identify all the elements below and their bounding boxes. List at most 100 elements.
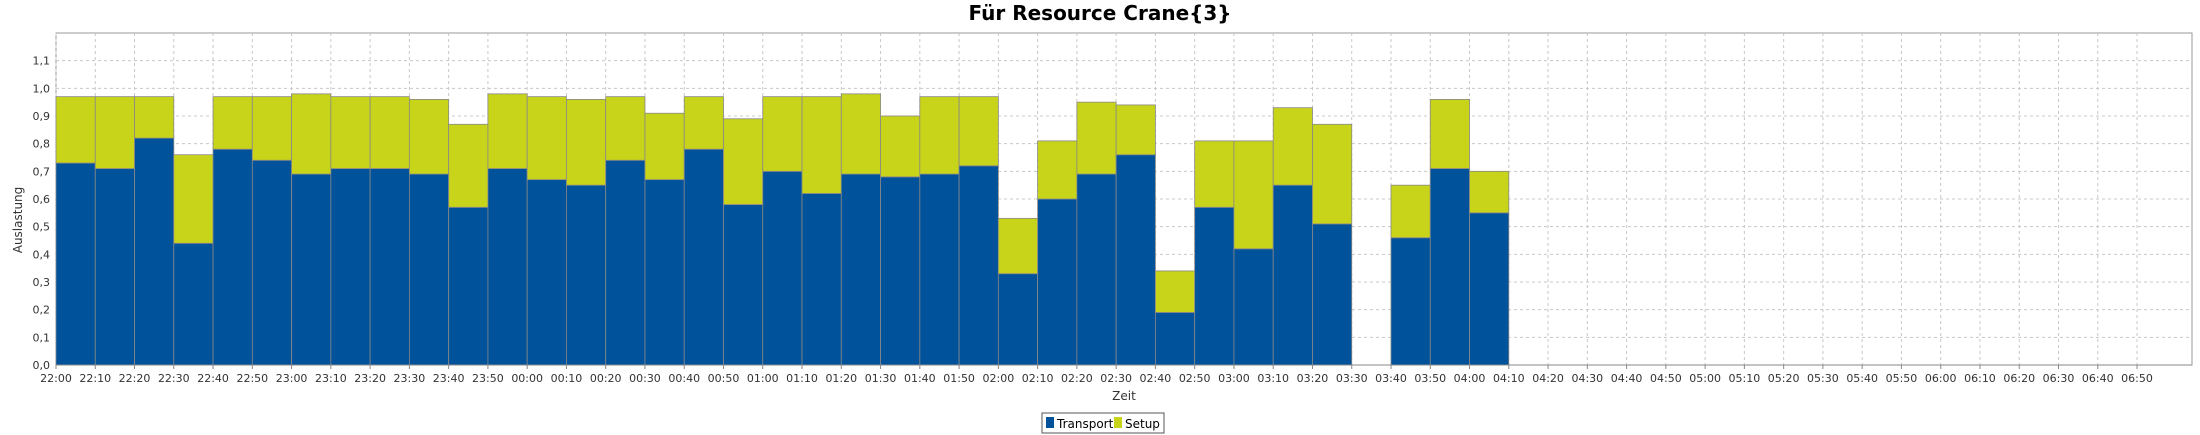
bar-setup — [762, 96, 803, 172]
y-tick-label: 0,4 — [33, 248, 51, 261]
x-axis-label: Zeit — [1112, 389, 1136, 403]
x-tick-label: 03:00 — [1218, 372, 1250, 385]
bar-setup — [840, 93, 881, 175]
bar-transport — [408, 173, 450, 366]
legend-swatch-setup — [1114, 417, 1122, 428]
x-tick-label: 00:50 — [708, 372, 740, 385]
y-tick-label: 0,2 — [33, 304, 51, 317]
bar-setup — [330, 96, 371, 169]
bar-transport — [605, 159, 646, 366]
bar-setup — [55, 96, 96, 164]
bar-setup — [801, 96, 842, 194]
bar-transport — [291, 173, 332, 366]
bar-setup — [173, 154, 214, 244]
bar-transport — [683, 148, 724, 366]
x-tick-label: 00:30 — [629, 372, 661, 385]
x-tick-label: 05:20 — [1768, 372, 1800, 385]
bar-transport — [173, 242, 214, 366]
bar-setup — [1155, 270, 1196, 313]
bar-setup — [683, 96, 724, 150]
x-tick-label: 05:40 — [1846, 372, 1878, 385]
bar-transport — [1194, 206, 1235, 366]
x-tick-label: 03:20 — [1297, 372, 1329, 385]
x-tick-label: 04:30 — [1571, 372, 1603, 385]
x-tick-label: 02:40 — [1140, 372, 1172, 385]
x-tick-label: 22:20 — [119, 372, 151, 385]
x-tick-label: 01:20 — [825, 372, 857, 385]
x-tick-label: 06:30 — [2043, 372, 2075, 385]
bar-transport — [880, 176, 921, 366]
legend-border — [1041, 412, 1165, 434]
bar-transport — [1390, 237, 1431, 366]
x-tick-label: 06:00 — [1925, 372, 1957, 385]
bar-setup — [1469, 170, 1510, 214]
x-tick-label: 01:40 — [904, 372, 936, 385]
x-tick-label: 03:10 — [1257, 372, 1289, 385]
bars — [55, 93, 1510, 366]
x-tick-label: 00:10 — [551, 372, 583, 385]
bar-setup — [526, 96, 567, 181]
bar-setup — [408, 99, 450, 175]
bar-transport — [251, 159, 292, 366]
bar-setup — [1429, 99, 1470, 169]
x-tick-label: 00:40 — [668, 372, 700, 385]
bar-transport — [723, 204, 764, 366]
bar-transport — [1115, 154, 1156, 366]
bar-transport — [1155, 312, 1196, 366]
legend-label-setup: Setup — [1125, 417, 1160, 431]
x-tick-label: 01:10 — [786, 372, 818, 385]
x-tick-label: 23:40 — [433, 372, 465, 385]
y-tick-label: 0,3 — [33, 276, 51, 289]
bar-transport — [919, 173, 960, 366]
bar-setup — [134, 96, 175, 139]
x-tick-label: 02:00 — [983, 372, 1015, 385]
x-tick-label: 23:10 — [315, 372, 347, 385]
bar-transport — [762, 170, 803, 366]
chart-title: Für Resource Crane{3} — [968, 1, 1231, 25]
bar-setup — [291, 93, 332, 175]
x-tick-label: 22:30 — [158, 372, 190, 385]
bar-setup — [212, 96, 253, 150]
bar-setup — [997, 217, 1039, 275]
x-tick-label: 22:10 — [79, 372, 111, 385]
x-tick-label: 02:10 — [1022, 372, 1054, 385]
x-tick-label: 01:50 — [943, 372, 975, 385]
bar-transport — [1233, 248, 1274, 366]
bar-transport — [1312, 223, 1353, 366]
bar-transport — [369, 168, 410, 366]
bar-setup — [448, 123, 489, 208]
bar-setup — [1390, 184, 1431, 239]
bar-transport — [1272, 184, 1313, 366]
x-tick-label: 04:10 — [1493, 372, 1525, 385]
y-tick-label: 0,5 — [33, 221, 51, 234]
bar-transport — [55, 162, 96, 366]
x-tick-label: 03:30 — [1336, 372, 1368, 385]
bar-transport — [212, 148, 253, 366]
bar-setup — [1076, 101, 1117, 175]
bar-setup — [605, 96, 646, 161]
x-tick-label: 06:20 — [2003, 372, 2035, 385]
y-tick-label: 0,6 — [33, 193, 51, 206]
bar-setup — [566, 99, 607, 186]
x-tick-label: 01:30 — [865, 372, 897, 385]
bar-setup — [880, 115, 921, 178]
x-tick-label: 23:30 — [394, 372, 426, 385]
bar-setup — [94, 96, 135, 169]
bar-setup — [958, 96, 999, 167]
y-tick-label: 0,1 — [33, 331, 51, 344]
bar-setup — [1115, 104, 1156, 156]
x-tick-label: 05:00 — [1689, 372, 1721, 385]
y-tick-label: 1,1 — [33, 55, 51, 68]
x-tick-label: 22:50 — [236, 372, 268, 385]
bar-setup — [369, 96, 410, 169]
y-tick-label: 0,9 — [33, 110, 51, 123]
bar-transport — [997, 273, 1039, 366]
x-tick-label: 02:20 — [1061, 372, 1093, 385]
bar-setup — [487, 93, 528, 169]
x-tick-label: 04:20 — [1532, 372, 1564, 385]
x-tick-label: 23:00 — [276, 372, 308, 385]
legend-swatch-transport — [1046, 417, 1054, 428]
bar-transport — [840, 173, 881, 366]
x-tick-label: 04:00 — [1454, 372, 1486, 385]
